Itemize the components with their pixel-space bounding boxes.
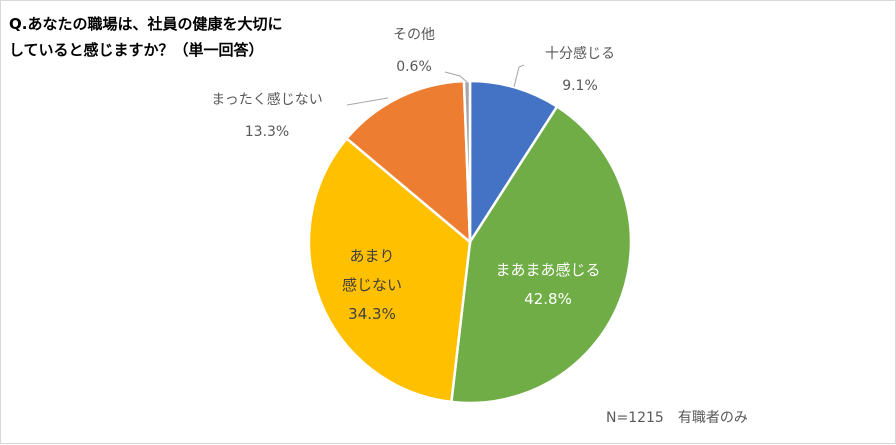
label-not-much-1: あまり <box>349 247 394 265</box>
leader-line-fully <box>513 64 525 88</box>
pie-slice-1 <box>449 104 633 405</box>
value-fully: 9.1% <box>562 78 598 94</box>
pie-slice-4 <box>462 79 472 243</box>
pie-slice-2 <box>307 136 472 404</box>
label-not-much-2: 感じない <box>342 276 402 294</box>
label-somewhat: まあまあ感じる <box>495 261 600 279</box>
title-line-1: Q.あなたの職場は、社員の健康を大切に <box>9 15 283 33</box>
value-not-much: 34.3% <box>348 305 396 323</box>
value-other: 0.6% <box>396 59 432 75</box>
leader-line-other <box>444 71 468 83</box>
pie-slice-3 <box>344 79 472 245</box>
chart-title: Q.あなたの職場は、社員の健康を大切に していると感じますか？（単一回答） <box>9 11 282 63</box>
label-other: その他 <box>393 27 435 43</box>
leader-line-not-at-all <box>346 97 389 106</box>
label-not-at-all: まったく感じない <box>211 91 322 108</box>
label-fully: 十分感じる <box>545 45 615 62</box>
sample-note: N=1215 有職者のみ <box>606 410 748 426</box>
pie-slice-0 <box>468 79 559 247</box>
value-somewhat: 42.8% <box>524 290 572 308</box>
value-not-at-all: 13.3% <box>245 124 289 140</box>
title-line-2: していると感じますか？（単一回答） <box>9 41 264 59</box>
